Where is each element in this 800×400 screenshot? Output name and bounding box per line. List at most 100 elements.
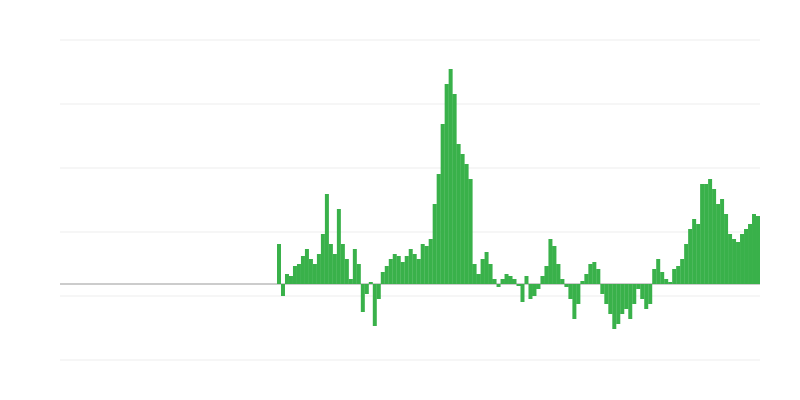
bar — [332, 254, 337, 284]
bar — [460, 154, 465, 284]
bar — [680, 259, 685, 284]
bar — [696, 224, 701, 284]
bar — [648, 284, 653, 304]
bar — [700, 184, 705, 284]
bar — [736, 242, 741, 284]
bar — [656, 259, 661, 284]
bar — [616, 284, 621, 324]
bar — [632, 284, 637, 304]
bar — [452, 94, 457, 284]
bar — [684, 244, 689, 284]
bar — [432, 204, 437, 284]
bar — [400, 262, 405, 284]
bar — [620, 284, 625, 314]
bar — [492, 279, 497, 284]
bar — [592, 262, 597, 284]
bar — [380, 272, 385, 284]
bar — [744, 229, 749, 284]
bar — [396, 256, 401, 284]
bar — [532, 284, 537, 296]
bar — [288, 276, 293, 284]
bar — [752, 214, 757, 284]
bar — [500, 279, 505, 284]
bar — [572, 284, 577, 319]
bar — [712, 189, 717, 284]
bar — [428, 239, 433, 284]
bar — [468, 179, 473, 284]
bar — [464, 164, 469, 284]
bar — [732, 239, 737, 284]
bar — [520, 284, 525, 302]
bar — [384, 266, 389, 284]
bar — [748, 224, 753, 284]
bar — [628, 284, 633, 319]
bar — [728, 234, 733, 284]
bar — [624, 284, 629, 309]
bar — [548, 239, 553, 284]
bar — [756, 216, 760, 284]
bar — [580, 281, 585, 284]
bar — [292, 266, 297, 284]
bar — [480, 259, 485, 284]
bar — [324, 194, 329, 284]
bar — [688, 229, 693, 284]
bar — [504, 274, 509, 284]
bar — [456, 144, 461, 284]
bar — [344, 259, 349, 284]
bar — [528, 284, 533, 299]
bar — [372, 284, 377, 326]
bar — [376, 284, 381, 299]
bar — [608, 284, 613, 314]
bar — [564, 284, 569, 287]
bar — [277, 244, 281, 284]
bar — [716, 204, 721, 284]
bar — [544, 266, 549, 284]
bar — [392, 254, 397, 284]
bar — [668, 282, 673, 284]
bar — [560, 279, 565, 284]
bar — [664, 279, 669, 284]
bar — [440, 124, 445, 284]
bar — [328, 244, 333, 284]
bar — [516, 284, 521, 286]
bar — [404, 256, 409, 284]
bar — [448, 69, 453, 284]
bar — [596, 269, 601, 284]
bar — [408, 249, 413, 284]
bar — [512, 279, 517, 284]
bar — [308, 259, 313, 284]
bar — [576, 284, 581, 304]
bar — [364, 284, 369, 294]
bar — [600, 284, 605, 294]
bar — [368, 282, 373, 284]
bar — [604, 284, 609, 304]
bar — [704, 184, 709, 284]
bar — [484, 252, 489, 284]
bar — [552, 246, 557, 284]
bar — [724, 214, 729, 284]
bar — [708, 179, 713, 284]
bar — [540, 276, 545, 284]
bar — [584, 274, 589, 284]
bar — [336, 209, 341, 284]
bar — [692, 219, 697, 284]
bar — [280, 284, 285, 296]
bar — [444, 84, 449, 284]
bar — [588, 264, 593, 284]
bar — [508, 276, 513, 284]
bar — [660, 272, 665, 284]
bar — [640, 284, 645, 299]
bar — [356, 264, 361, 284]
bar — [300, 256, 305, 284]
bar — [316, 254, 321, 284]
bar — [312, 264, 317, 284]
bar — [284, 274, 289, 284]
bar — [644, 284, 649, 309]
bar — [676, 266, 681, 284]
bar — [416, 259, 421, 284]
bar — [348, 279, 353, 284]
bar — [524, 276, 529, 284]
bar — [424, 246, 429, 284]
